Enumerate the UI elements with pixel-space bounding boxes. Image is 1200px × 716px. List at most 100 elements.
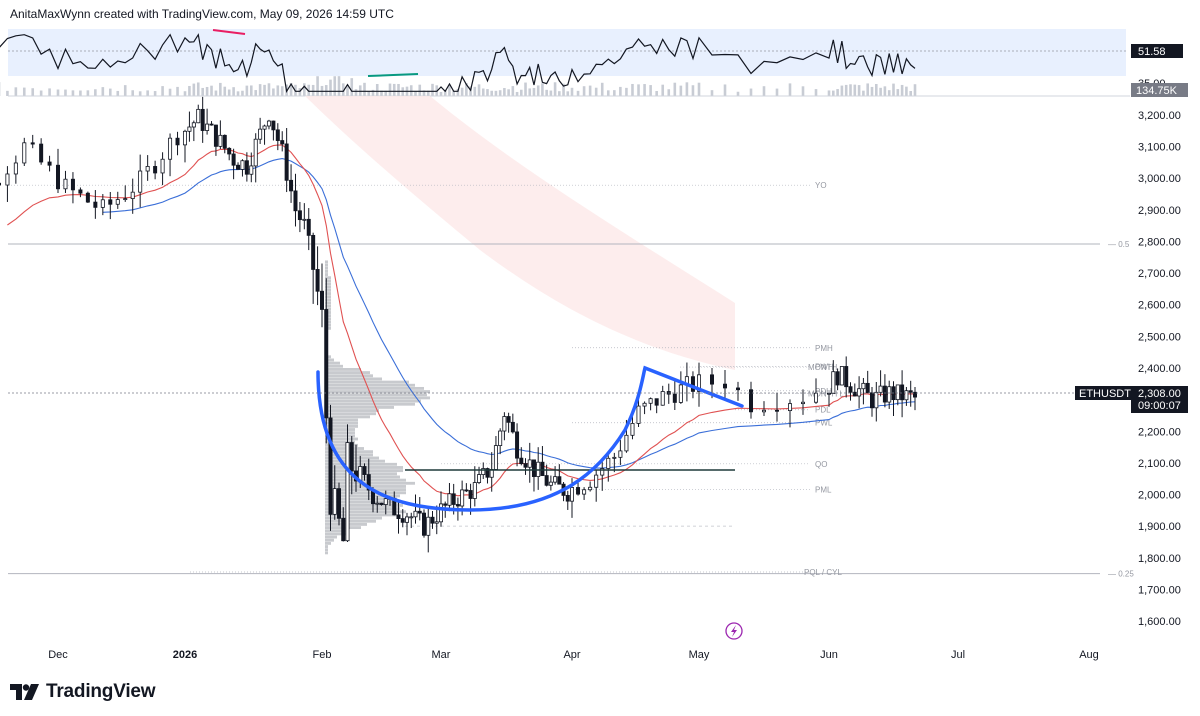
volume-bar — [832, 90, 835, 96]
volume-bar — [316, 76, 319, 96]
profile-bar — [325, 396, 430, 400]
candle — [736, 381, 741, 401]
time-tick-label: Apr — [563, 649, 580, 661]
candle — [502, 412, 507, 441]
price-tick-label: 1,700.00 — [1138, 584, 1181, 596]
level-label: PML — [815, 485, 832, 494]
candle — [85, 191, 90, 203]
volume-bar — [473, 86, 477, 96]
candle — [222, 134, 227, 154]
volume-bar — [443, 89, 447, 96]
level-label: PQL / CYL — [804, 568, 842, 577]
profile-bar — [325, 409, 379, 412]
candle — [39, 138, 44, 165]
candle — [47, 155, 52, 172]
volume-bar — [909, 91, 912, 96]
price-axis[interactable]: 3,200.00 3,100.00 3,000.00 2,900.00 2,800.00… — [1138, 110, 1181, 628]
profile-bar — [325, 535, 337, 539]
candle — [531, 459, 536, 492]
candle — [672, 380, 677, 411]
oscillator-line — [0, 33, 916, 93]
profile-bar — [325, 548, 328, 552]
time-tick-label: 2026 — [173, 649, 197, 661]
candle — [857, 376, 862, 409]
volume-bar — [414, 91, 417, 96]
volume-bar — [272, 88, 275, 96]
candle — [280, 131, 285, 152]
profile-bar — [325, 304, 331, 308]
volume-bar — [503, 88, 506, 96]
volume-bar — [528, 88, 532, 96]
volume-bar — [498, 90, 502, 96]
price-tick-label: 3,200.00 — [1138, 110, 1181, 122]
volume-bar — [138, 91, 142, 96]
volume-bar — [116, 90, 120, 96]
volume-bar — [566, 91, 570, 96]
profile-bar — [325, 364, 343, 368]
volume-bar — [258, 84, 262, 96]
candle — [70, 172, 75, 204]
volume-bar — [214, 90, 218, 96]
tradingview-logo-icon — [10, 684, 39, 700]
volume-bar — [481, 88, 485, 96]
candle — [231, 148, 236, 180]
brand[interactable]: TradingView — [10, 681, 156, 703]
volume-bar — [146, 90, 149, 96]
candle — [839, 366, 844, 386]
lightning-icon[interactable] — [725, 622, 743, 640]
candle — [421, 509, 426, 538]
volume-bar — [545, 89, 548, 96]
candle — [332, 465, 337, 520]
price-tick-label: 3,000.00 — [1138, 173, 1181, 185]
svg-text:134.75K: 134.75K — [1136, 85, 1178, 97]
profile-bar — [325, 529, 349, 533]
candle — [904, 387, 909, 406]
profile-bar — [325, 377, 382, 381]
svg-text:51.58: 51.58 — [1138, 46, 1166, 58]
profile-bar — [325, 507, 400, 511]
candle — [588, 481, 593, 492]
profile-bar — [325, 358, 334, 362]
candle — [417, 497, 422, 521]
candle — [723, 370, 728, 399]
candle — [319, 263, 324, 328]
volume-bar — [333, 76, 337, 96]
volume-bar — [801, 86, 805, 96]
candle — [493, 436, 498, 471]
level-label: PWH — [815, 362, 834, 371]
profile-bar — [325, 504, 403, 507]
volume-bar — [762, 86, 766, 96]
profile-bar — [325, 374, 373, 378]
volume-bar — [249, 85, 253, 96]
svg-text:09:00:07: 09:00:07 — [1138, 400, 1181, 412]
candle — [831, 360, 836, 394]
profile-bar — [325, 288, 331, 292]
oscillator-panel — [0, 29, 1130, 97]
volume-bar — [192, 83, 196, 96]
candle — [660, 385, 665, 406]
volume-bar — [426, 90, 430, 96]
candle — [341, 507, 346, 542]
candle — [187, 111, 192, 142]
price-tick-label: 2,900.00 — [1138, 205, 1181, 217]
volume-bar — [827, 90, 831, 96]
candle — [236, 162, 241, 170]
profile-bar — [325, 405, 394, 409]
fib-level-label: — 0.25 — [1108, 570, 1134, 579]
candle — [30, 134, 35, 149]
profile-bar — [325, 260, 328, 264]
volume-bar — [775, 88, 779, 96]
time-axis[interactable]: Dec 2026 Feb Mar Apr May Jun Jul Aug — [48, 649, 1099, 661]
volume-bar — [749, 88, 753, 96]
volume-bar — [631, 83, 634, 96]
cup-pattern — [316, 365, 744, 512]
candle — [654, 398, 659, 414]
candle — [160, 152, 165, 186]
volume-bar — [329, 79, 332, 96]
candle — [510, 413, 515, 434]
price-tick-label: 2,600.00 — [1138, 300, 1181, 312]
candle — [379, 502, 384, 506]
volume-bar — [519, 89, 523, 96]
profile-bar — [325, 475, 400, 479]
